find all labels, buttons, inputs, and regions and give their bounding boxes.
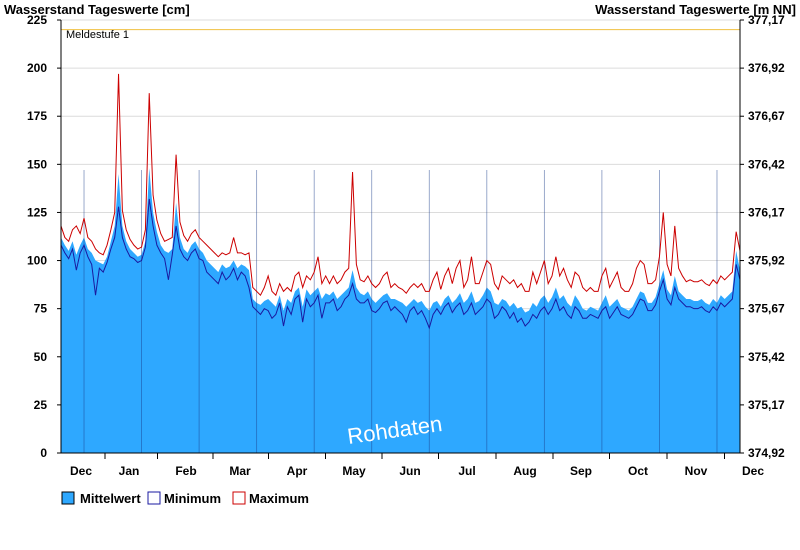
left-tick-label-4: 100 (27, 254, 47, 268)
right-tick-label-7: 376,67 (748, 109, 785, 123)
legend-label-mittelwert: Mittelwert (80, 491, 141, 506)
left-tick-label-7: 175 (27, 109, 47, 123)
series-line-minimum (60, 198, 741, 330)
left-tick-label-6: 150 (27, 157, 47, 171)
right-tick-label-2: 375,42 (748, 350, 785, 364)
left-tick-label-5: 125 (27, 205, 47, 219)
left-tick-label-1: 25 (34, 398, 48, 412)
axes (57, 19, 744, 459)
right-tick-label-3: 375,67 (748, 302, 785, 316)
left-tick-label-3: 75 (34, 302, 48, 316)
left-axis-title: Wasserstand Tageswerte [cm] (4, 2, 190, 17)
month-label-2: Feb (175, 464, 196, 478)
month-label-6: Jun (399, 464, 420, 478)
month-label-4: Apr (287, 464, 308, 478)
series-area-mittelwert (61, 168, 740, 453)
series-line-maximum (60, 73, 741, 297)
right-tick-label-1: 375,17 (748, 398, 785, 412)
right-tick-label-6: 376,42 (748, 157, 785, 171)
month-label-12: Dec (742, 464, 764, 478)
month-label-3: Mar (229, 464, 251, 478)
right-tick-label-9: 377,17 (748, 13, 785, 27)
month-label-11: Nov (685, 464, 708, 478)
right-tick-label-0: 374,92 (748, 446, 785, 460)
month-label-1: Jan (119, 464, 140, 478)
right-tick-label-5: 376,17 (748, 205, 785, 219)
left-tick-label-0: 0 (40, 446, 47, 460)
legend-label-minimum: Minimum (164, 491, 221, 506)
month-label-9: Sep (570, 464, 592, 478)
legend-swatch-mittelwert (61, 491, 75, 505)
legend-label-maximum: Maximum (249, 491, 309, 506)
left-tick-labels: 0 25 50 75 100 125 150 175 200 225 (27, 13, 47, 460)
left-tick-label-9: 225 (27, 13, 47, 27)
right-tick-label-4: 375,92 (748, 254, 785, 268)
right-tick-labels: 374,92 375,17 375,42 375,67 375,92 376,17 376,… (748, 13, 785, 460)
month-label-5: May (342, 464, 366, 478)
left-tick-label-2: 50 (34, 350, 48, 364)
month-label-7: Jul (458, 464, 475, 478)
legend-swatch-minimum (147, 491, 161, 505)
right-tick-label-8: 376,92 (748, 61, 785, 75)
series-lines (60, 73, 741, 330)
threshold-label: Meldestufe 1 (66, 29, 129, 41)
legend: Mittelwert Minimum Maximum (61, 491, 309, 506)
month-label-8: Aug (513, 464, 536, 478)
left-tick-label-8: 200 (27, 61, 47, 75)
month-labels: Dec Jan Feb Mar Apr May Jun Jul Aug Sep Oct Nov Dec (70, 464, 764, 478)
plot-area (61, 168, 740, 453)
month-label-10: Oct (628, 464, 648, 478)
month-label-0: Dec (70, 464, 92, 478)
legend-swatch-maximum (232, 491, 246, 505)
right-axis-title: Wasserstand Tageswerte [m NN] (595, 2, 796, 17)
